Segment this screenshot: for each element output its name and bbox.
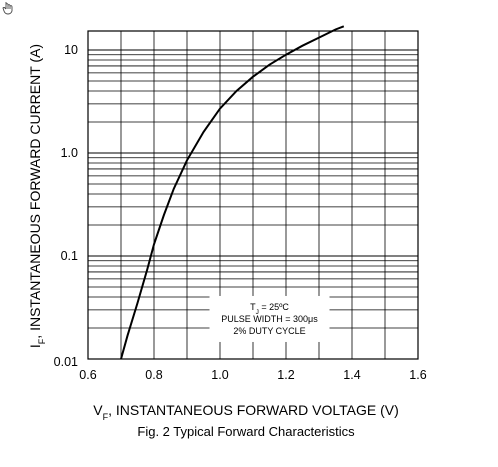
x-axis-ticks: 0.6 0.8 1.0 1.2 1.4 1.6 [79, 368, 426, 382]
duty-cycle-label: 2% DUTY CYCLE [233, 326, 305, 336]
test-conditions-note: TJ = 25ºC PULSE WIDTH = 300μs 2% DUTY CY… [209, 295, 330, 342]
test-conditions-box [209, 295, 330, 342]
x-tick-label: 0.8 [145, 368, 162, 382]
y-tick-label: 0.01 [54, 355, 78, 369]
x-tick-label: 1.2 [277, 368, 294, 382]
x-axis-label: VF, INSTANTANEOUS FORWARD VOLTAGE (V) [93, 402, 399, 422]
x-tick-label: 1.6 [409, 368, 426, 382]
pulse-width-label: PULSE WIDTH = 300μs [221, 314, 318, 324]
x-tick-label: 0.6 [79, 368, 96, 382]
y-axis-label: IF, INSTANTANEOUS FORWARD CURRENT (A) [27, 44, 47, 348]
y-tick-label: 0.1 [61, 249, 78, 263]
x-tick-label: 1.0 [211, 368, 228, 382]
x-tick-label: 1.4 [343, 368, 360, 382]
plot-area-frame [87, 30, 419, 360]
y-tick-label: 1.0 [61, 146, 78, 160]
figure-caption: Fig. 2 Typical Forward Characteristics [137, 424, 355, 439]
pointer-hand-icon [2, 2, 13, 15]
forward-voltage-current-curve [120, 25, 345, 360]
y-tick-label: 10 [64, 43, 78, 57]
y-axis-ticks: 0.01 0.1 1.0 10 [54, 43, 78, 369]
junction-temperature-label: TJ = 25ºC [250, 302, 289, 316]
